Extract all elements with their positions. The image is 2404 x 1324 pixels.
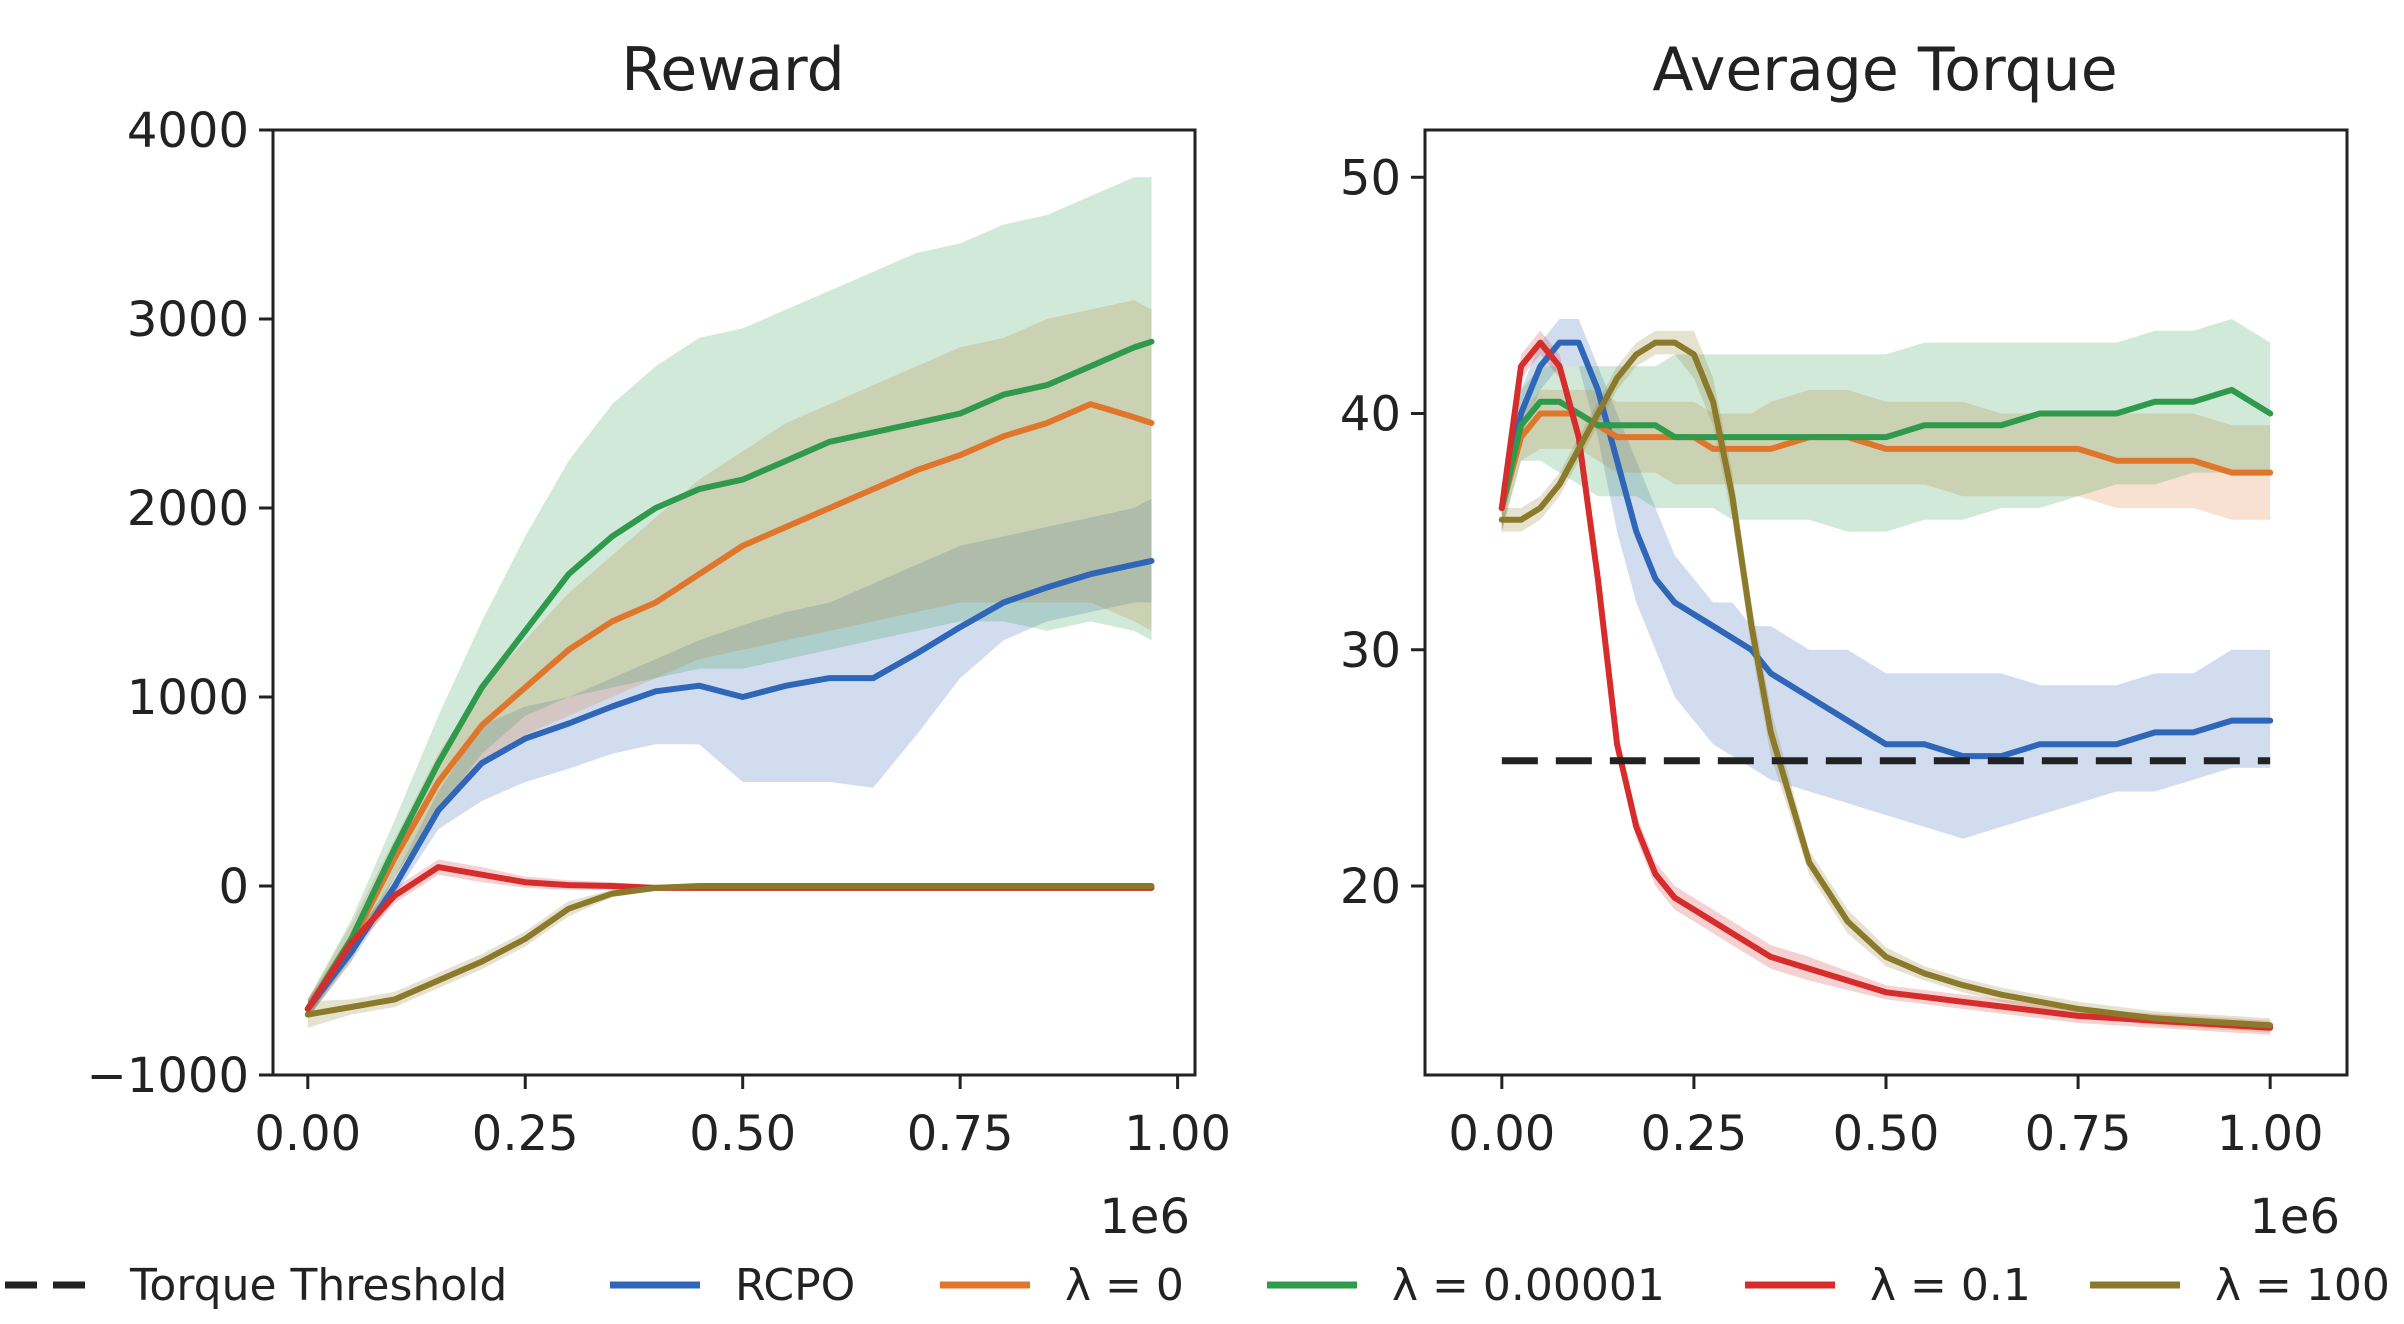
- torque-plot-frame: [1423, 128, 2349, 1077]
- reward-bands: [307, 177, 1152, 1028]
- reward-band-lam0: [307, 300, 1152, 1019]
- torque-ytick-label: 30: [1340, 623, 1401, 679]
- torque-band-rcpo: [1501, 319, 2271, 839]
- reward-band-lam100: [307, 883, 1152, 1028]
- torque-panel: Average Torque 0.00 0.25 0.50 0.75 1.00 20 30 4…: [1340, 35, 2349, 1245]
- torque-title: Average Torque: [1652, 35, 2117, 105]
- reward-ytick-label: 2000: [127, 481, 249, 537]
- torque-xtick-label: 0.50: [1833, 1106, 1940, 1162]
- torque-band-lam1e5: [1501, 319, 2271, 532]
- torque-lines: [1498, 339, 2274, 1031]
- reward-xtick-label: 0.50: [689, 1106, 796, 1162]
- legend-label-rcpo: RCPO: [735, 1260, 855, 1311]
- legend-label-lam0: λ = 0: [1065, 1260, 1184, 1311]
- torque-ticks: 0.00 0.25 0.50 0.75 1.00 20 30 40 50: [1340, 150, 2324, 1162]
- legend-label-lam1e5: λ = 0.00001: [1392, 1260, 1665, 1311]
- reward-xtick-label: 1.00: [1124, 1106, 1231, 1162]
- legend-label-threshold: Torque Threshold: [129, 1260, 507, 1311]
- torque-line-lam1e5: [1498, 386, 2274, 511]
- legend-label-lam100: λ = 100: [2215, 1260, 2390, 1311]
- reward-ytick-label: 4000: [127, 103, 249, 159]
- reward-ytick-label: 3000: [127, 292, 249, 348]
- reward-ytick-label: 0: [218, 859, 249, 915]
- reward-plot-frame: [271, 128, 1197, 1077]
- reward-xtick-label: 0.25: [472, 1106, 579, 1162]
- reward-lines: [304, 338, 1155, 1018]
- reward-xtick-label: 0.00: [254, 1106, 361, 1162]
- torque-bands: [1501, 319, 2271, 1035]
- torque-ytick-label: 40: [1340, 387, 1401, 443]
- torque-ytick-label: 20: [1340, 859, 1401, 915]
- torque-line-rcpo: [1498, 339, 2274, 760]
- reward-line-rcpo: [304, 557, 1155, 1012]
- torque-xtick-label: 0.75: [2025, 1106, 2132, 1162]
- reward-ticks: 0.00 0.25 0.50 0.75 1.00 −1000 0 1000 2000 3000 40…: [87, 103, 1231, 1162]
- reward-title: Reward: [621, 35, 844, 105]
- reward-line-lam100: [304, 883, 1155, 1018]
- torque-xtick-label: 0.25: [1640, 1106, 1747, 1162]
- legend: Torque Threshold RCPO λ = 0 λ = 0.00001 λ = …: [5, 1260, 2390, 1311]
- torque-ytick-label: 50: [1340, 150, 1401, 206]
- torque-line-lam01: [1498, 339, 2274, 1031]
- torque-line-lam100: [1498, 339, 2274, 1029]
- reward-ytick-label: −1000: [87, 1048, 249, 1104]
- reward-panel: Reward 0.00 0.25 0.50 0.75 1.00 −1000 0 1000 200…: [87, 35, 1231, 1245]
- reward-line-lam0: [304, 401, 1155, 1012]
- reward-band-lam1e5: [307, 177, 1152, 1019]
- legend-label-lam01: λ = 0.1: [1870, 1260, 2031, 1311]
- torque-xtick-label: 0.00: [1448, 1106, 1555, 1162]
- reward-band-rcpo: [307, 498, 1152, 1019]
- reward-x-multiplier: 1e6: [1099, 1189, 1190, 1245]
- torque-band-lam0: [1501, 389, 2271, 532]
- reward-line-lam1e5: [304, 338, 1155, 1012]
- torque-x-multiplier: 1e6: [2249, 1189, 2340, 1245]
- reward-ytick-label: 1000: [127, 670, 249, 726]
- torque-xtick-label: 1.00: [2217, 1106, 2324, 1162]
- reward-xtick-label: 0.75: [907, 1106, 1014, 1162]
